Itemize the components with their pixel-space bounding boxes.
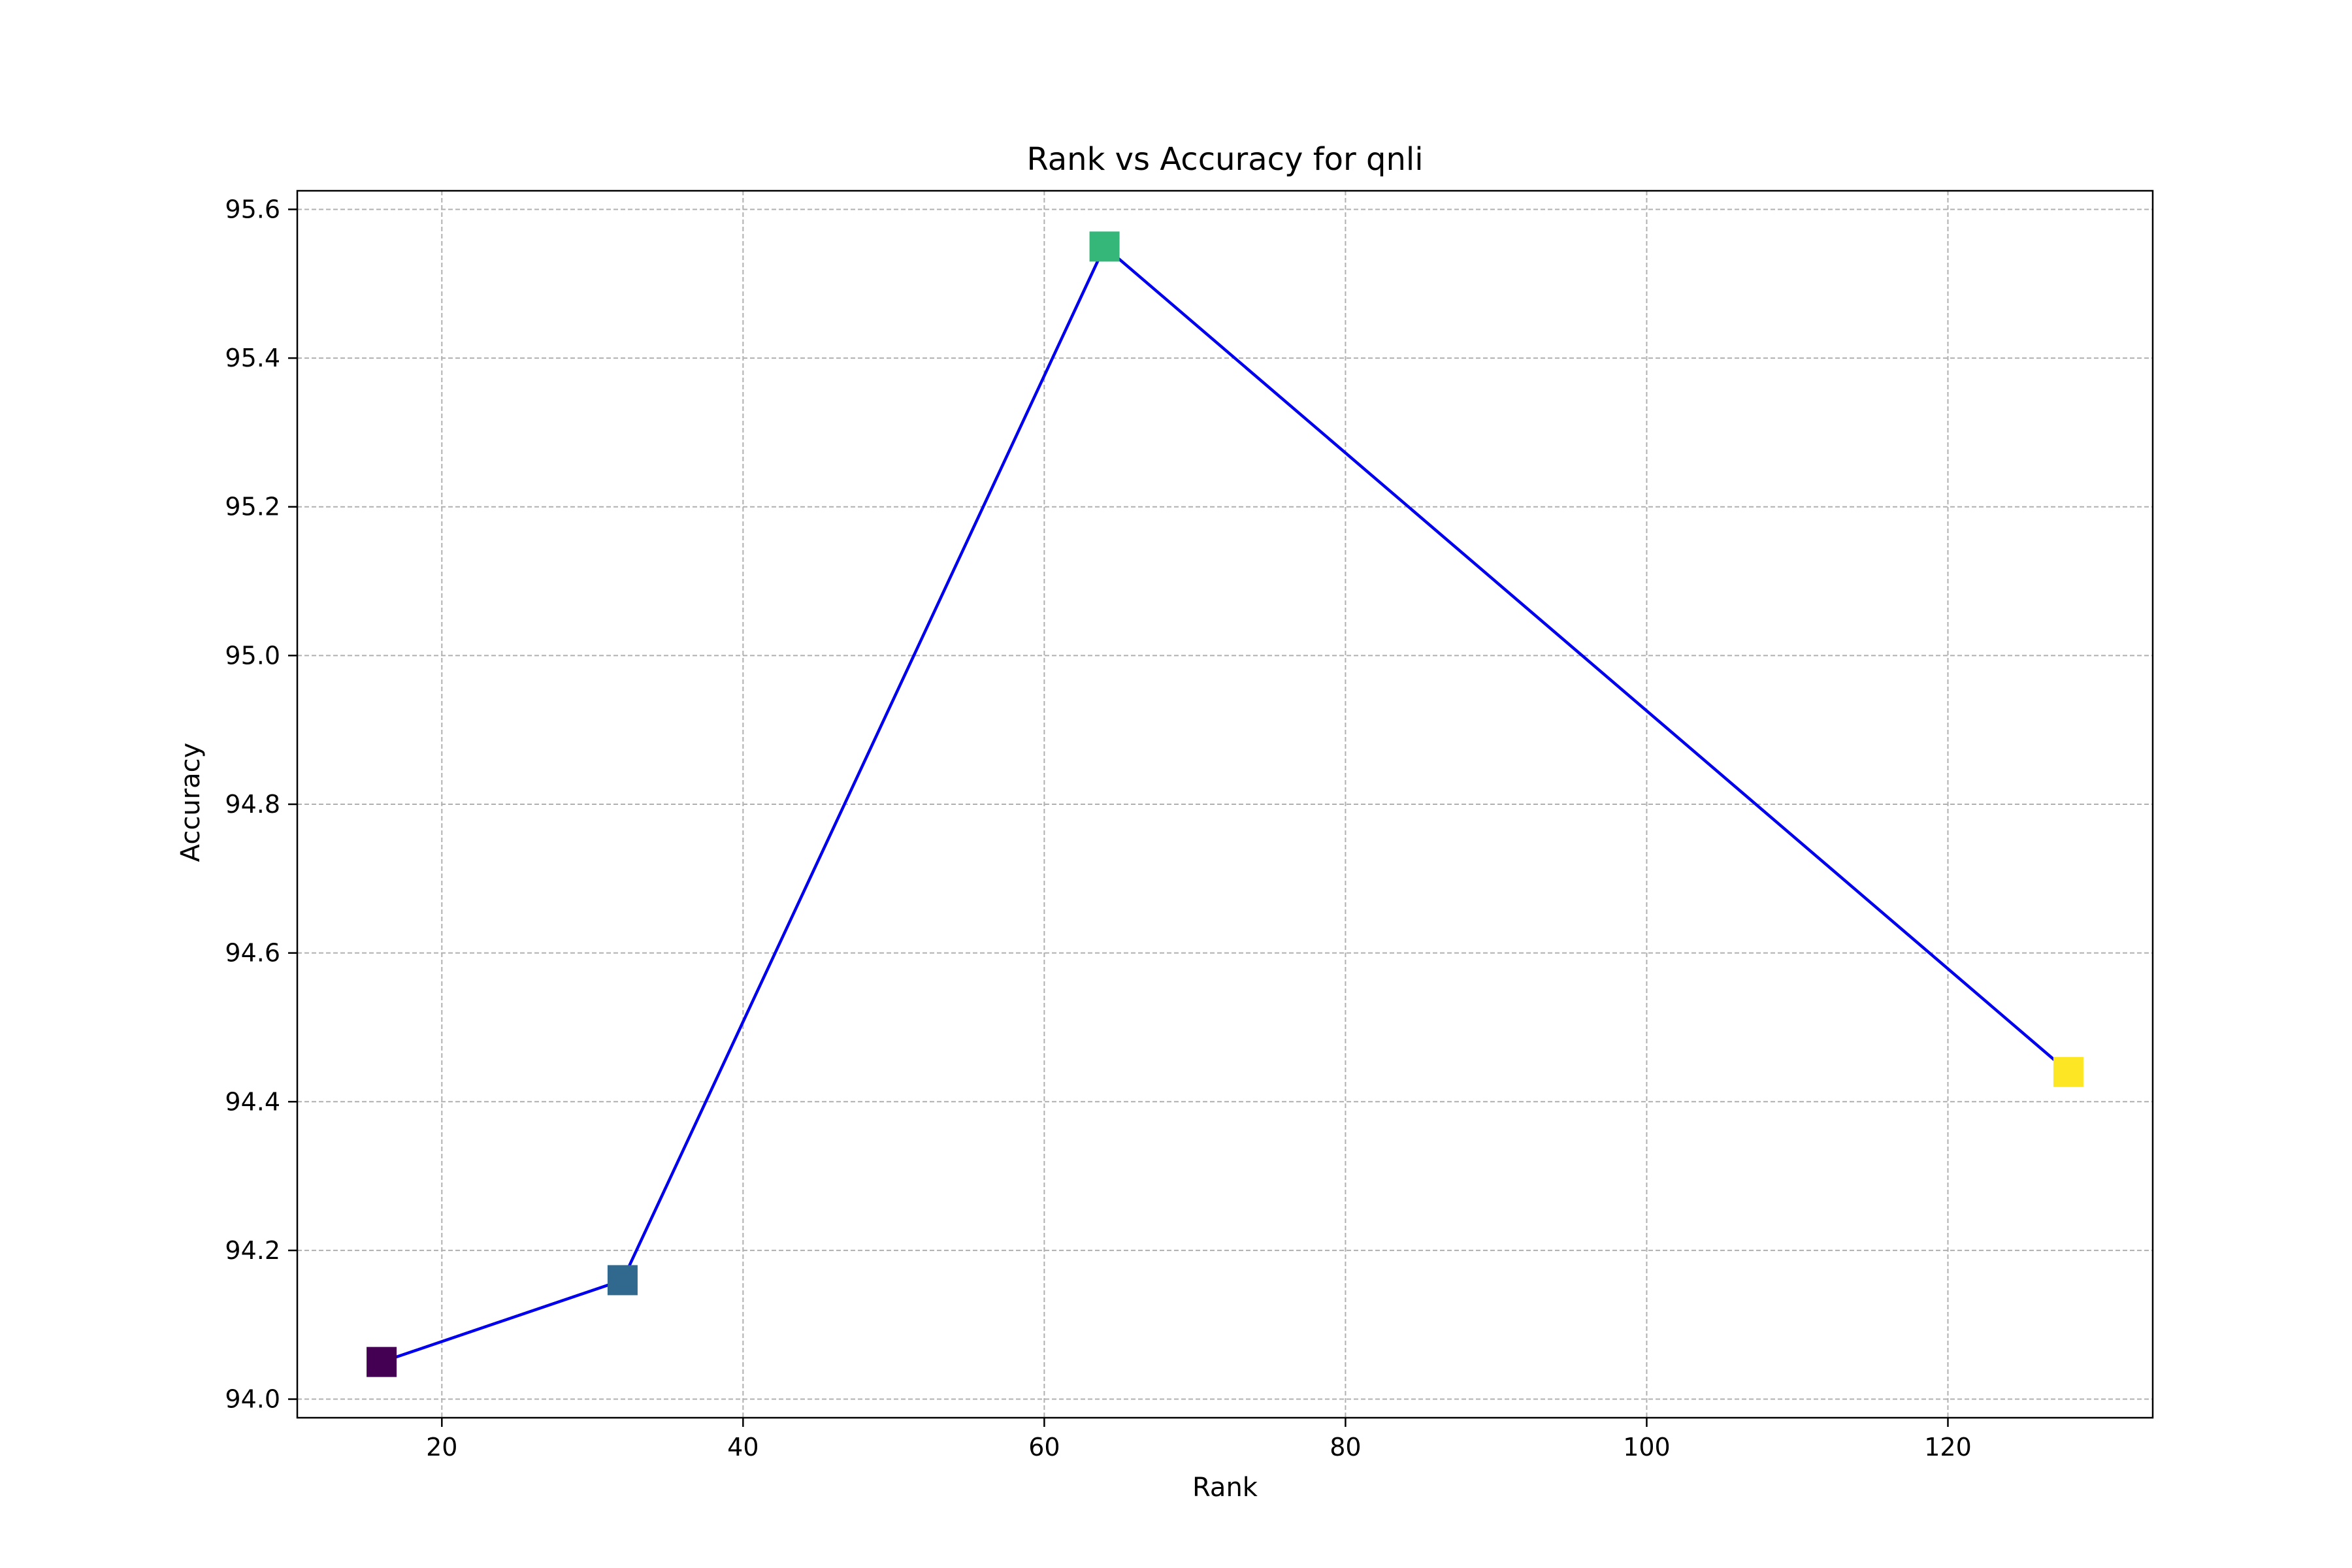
data-point-marker <box>367 1347 397 1377</box>
data-point-marker <box>1089 231 1120 262</box>
y-tick-label: 95.4 <box>225 344 280 372</box>
x-tick-label: 60 <box>1028 1433 1060 1462</box>
y-tick-label: 94.6 <box>225 939 280 968</box>
y-tick-label: 94.0 <box>225 1385 280 1414</box>
y-tick-label: 95.6 <box>225 195 280 223</box>
x-tick-label: 100 <box>1623 1433 1671 1462</box>
y-tick-label: 94.4 <box>225 1087 280 1116</box>
x-tick-label: 80 <box>1330 1433 1361 1462</box>
data-point-marker <box>2053 1056 2083 1087</box>
y-axis: 94.0 94.2 94.4 94.6 94.8 95.0 95.2 95.4 95.6 <box>225 195 297 1414</box>
x-tick-label: 40 <box>727 1433 759 1462</box>
series-line <box>381 244 2070 1364</box>
grid <box>297 191 2153 1418</box>
chart-title: Rank vs Accuracy for qnli <box>1026 141 1423 178</box>
y-tick-label: 94.2 <box>225 1236 280 1265</box>
x-axis: 20 40 60 80 100 120 <box>426 1418 1972 1462</box>
x-tick-label: 120 <box>1924 1433 1972 1462</box>
data-point-marker <box>607 1265 638 1296</box>
y-tick-label: 94.8 <box>225 790 280 819</box>
x-axis-label: Rank <box>1192 1473 1258 1503</box>
y-tick-label: 95.2 <box>225 493 280 521</box>
y-axis-label: Accuracy <box>176 743 206 862</box>
x-tick-label: 20 <box>426 1433 457 1462</box>
series <box>367 231 2083 1377</box>
y-tick-label: 95.0 <box>225 641 280 670</box>
